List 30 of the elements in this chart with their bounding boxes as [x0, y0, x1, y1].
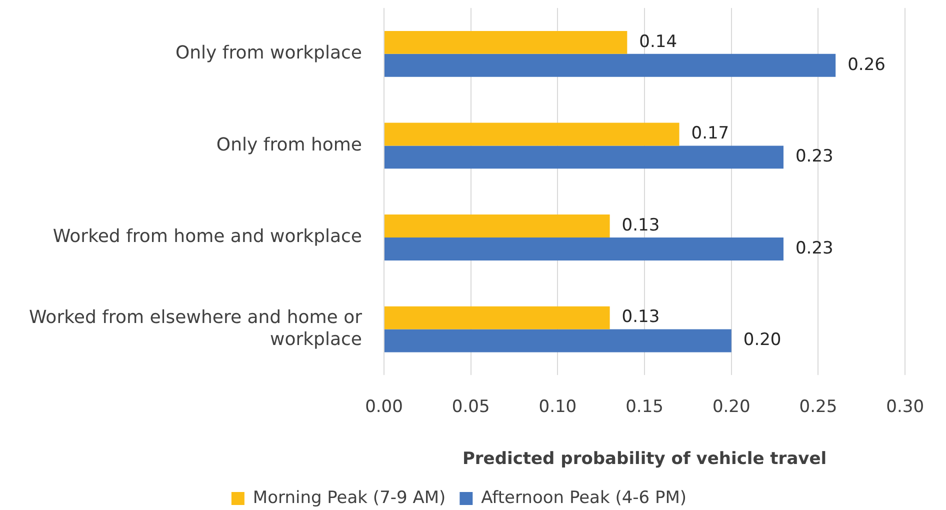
bar [384, 214, 610, 238]
bar [384, 329, 732, 352]
bar [384, 122, 680, 146]
bar [384, 306, 610, 330]
y-tick-label: Only from home [216, 134, 362, 156]
legend-label: Morning Peak (7-9 AM) [252, 488, 446, 508]
data-label: 0.23 [795, 238, 834, 258]
y-tick-label: Only from workplace [175, 42, 362, 64]
data-label: 0.23 [795, 146, 834, 167]
bar [384, 54, 836, 77]
data-label: 0.13 [622, 215, 660, 236]
x-tick-label: 0.10 [538, 396, 577, 417]
x-tick-label: 0.25 [799, 396, 838, 417]
x-tick-label: 0.05 [452, 396, 490, 417]
bar [384, 30, 628, 54]
y-tick-label: Worked from home and workplace [52, 226, 362, 248]
bar [384, 238, 784, 260]
x-tick-label: 0.00 [365, 396, 403, 417]
x-axis-title: Predicted probability of vehicle travel [462, 449, 827, 470]
data-label: 0.17 [691, 124, 730, 144]
x-tick-label: 0.15 [626, 396, 664, 417]
bar [384, 146, 784, 169]
x-tick-label: 0.30 [886, 396, 924, 417]
data-label: 0.13 [622, 307, 660, 328]
data-label: 0.14 [639, 32, 678, 52]
x-tick-label: 0.20 [712, 396, 750, 417]
data-label: 0.26 [848, 54, 886, 75]
data-label: 0.20 [743, 330, 782, 350]
legend-label: Afternoon Peak (4-6 PM) [481, 488, 687, 508]
y-tick-label: Worked from elsewhere and home or workplace [28, 307, 363, 350]
